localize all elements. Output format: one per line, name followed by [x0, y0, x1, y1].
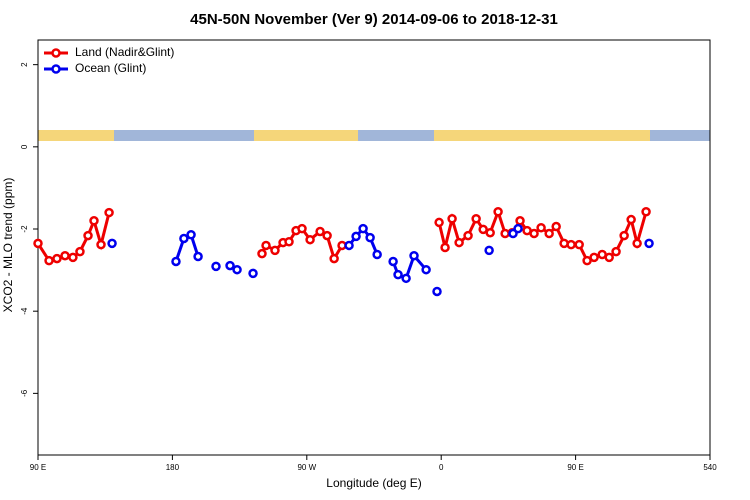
data-point: [434, 217, 444, 228]
data-point: [305, 234, 315, 245]
data-point: [493, 207, 503, 217]
legend-marker: [51, 64, 61, 74]
data-point: [611, 246, 621, 257]
data-point: [515, 216, 525, 226]
data-point: [322, 230, 332, 241]
data-point: [248, 268, 258, 279]
data-point: [75, 246, 85, 257]
data-point: [582, 255, 592, 266]
data-point: [329, 253, 339, 264]
legend-marker: [51, 48, 61, 58]
data-point: [186, 230, 196, 240]
data-point: [619, 230, 629, 241]
data-point: [104, 207, 114, 218]
data-point: [107, 238, 117, 249]
data-point: [393, 269, 403, 280]
data-point: [351, 231, 361, 242]
data-point: [551, 221, 561, 232]
data-point: [463, 230, 473, 241]
y-tick-label: -4: [20, 307, 29, 315]
data-point: [589, 252, 599, 263]
data-point: [574, 239, 584, 250]
data-point: [604, 252, 614, 263]
data-point: [96, 239, 106, 250]
data-point: [513, 223, 523, 234]
data-point: [52, 253, 62, 264]
data-point: [644, 238, 654, 249]
data-point: [270, 245, 280, 256]
y-tick-label: 0: [20, 144, 29, 149]
x-tick-label: 0: [439, 463, 444, 472]
x-tick-label: 180: [166, 463, 180, 472]
y-axis-label: XCO2 - MLO trend (ppm): [1, 178, 15, 313]
data-point: [401, 273, 411, 284]
x-axis-label: Longitude (deg E): [326, 476, 421, 490]
x-tick-label: 90 E: [30, 463, 46, 472]
legend-label: Ocean (Glint): [75, 61, 146, 75]
data-point: [261, 240, 271, 251]
data-point: [529, 228, 539, 239]
data-point: [179, 233, 189, 244]
data-point: [83, 230, 93, 241]
data-point: [626, 214, 636, 225]
data-point: [536, 223, 546, 233]
x-tick-label: 90 E: [567, 463, 583, 472]
legend-label: Land (Nadir&Glint): [75, 45, 174, 59]
data-point: [372, 249, 382, 260]
data-point: [60, 250, 70, 261]
data-point: [641, 207, 651, 217]
x-tick-label: 90 W: [297, 463, 316, 472]
data-point: [358, 223, 368, 234]
data-point: [193, 251, 203, 262]
data-point: [211, 261, 221, 272]
data-point: [440, 242, 450, 253]
data-point: [257, 248, 267, 259]
data-point: [478, 224, 488, 235]
data-point: [471, 213, 481, 224]
data-point: [388, 256, 398, 267]
chart-title: 45N-50N November (Ver 9) 2014-09-06 to 2…: [190, 11, 558, 28]
data-point: [447, 213, 457, 224]
y-tick-label: -2: [20, 225, 29, 233]
data-point: [544, 228, 554, 239]
data-point: [33, 238, 43, 249]
data-point: [89, 216, 99, 226]
data-point: [171, 256, 181, 267]
data-point: [566, 239, 576, 250]
data-point: [225, 260, 235, 271]
land-ocean-strip: [38, 130, 710, 141]
data-point: [365, 232, 375, 243]
data-point: [44, 255, 54, 266]
data-point: [409, 250, 419, 261]
data-point: [432, 286, 442, 297]
data-point: [315, 226, 325, 237]
y-tick-label: -6: [20, 389, 29, 397]
data-point: [297, 223, 307, 234]
data-point: [344, 240, 354, 251]
data-point: [454, 237, 464, 248]
data-point: [484, 245, 494, 256]
x-tick-label: 540: [703, 463, 717, 472]
data-point: [421, 264, 431, 275]
data-point: [632, 238, 642, 249]
data-point: [232, 264, 242, 275]
y-tick-label: 2: [20, 62, 29, 67]
data-point: [284, 236, 294, 247]
data-point: [485, 227, 495, 238]
data-point: [68, 252, 78, 263]
